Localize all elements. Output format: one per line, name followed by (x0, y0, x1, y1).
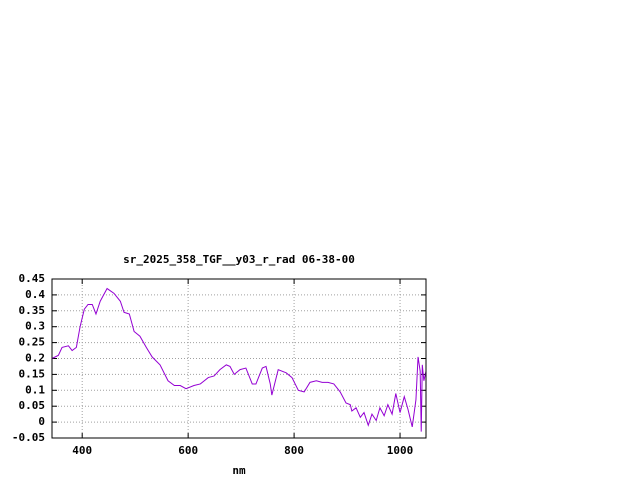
x-axis-label: nm (232, 464, 246, 477)
y-tick-label: 0.2 (25, 352, 45, 365)
chart-title: sr_2025_358_TGF__y03_r_rad 06-38-00 (123, 253, 355, 266)
y-tick-label: 0.4 (25, 288, 45, 301)
y-tick-label: 0.05 (19, 399, 46, 412)
y-tick-label: 0.45 (19, 272, 46, 285)
y-tick-label: 0.35 (19, 304, 46, 317)
y-tick-label: 0.25 (19, 336, 46, 349)
y-tick-label: 0.1 (25, 383, 45, 396)
y-tick-label: 0.15 (19, 367, 46, 380)
x-tick-label: 800 (284, 444, 304, 457)
y-tick-label: 0.3 (25, 320, 45, 333)
x-tick-label: 1000 (387, 444, 414, 457)
y-tick-label: 0 (38, 415, 45, 428)
y-tick-label: -0.05 (12, 431, 45, 444)
plot-frame (51, 278, 427, 439)
data-line (51, 287, 427, 432)
x-tick-label: 600 (178, 444, 198, 457)
x-tick-label: 400 (72, 444, 92, 457)
